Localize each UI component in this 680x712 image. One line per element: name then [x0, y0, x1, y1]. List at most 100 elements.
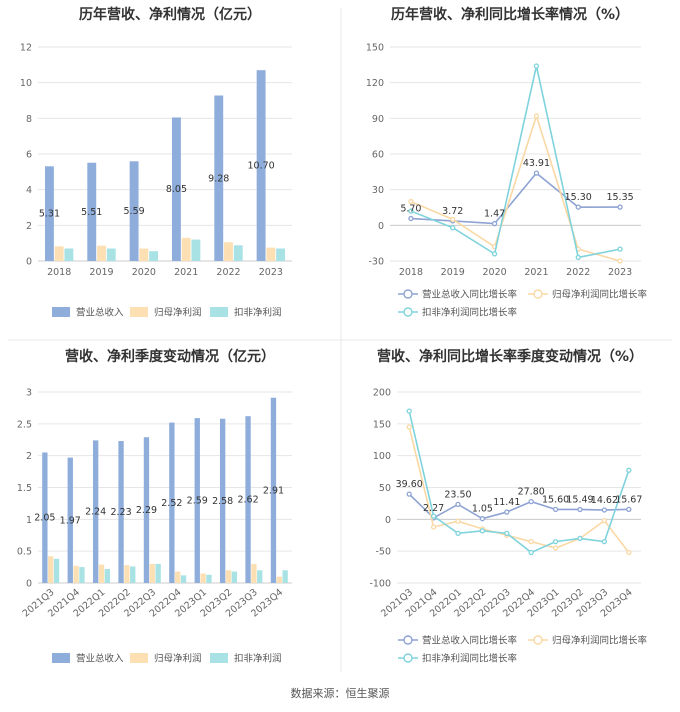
point-2021q4-s1	[430, 524, 437, 530]
legend-item-s2[interactable]: 扣非净利润	[210, 653, 282, 665]
data-label: 15.30	[565, 192, 592, 203]
bar-2018-s1	[54, 246, 64, 261]
y-tick-label: 200	[373, 388, 391, 399]
data-label: 9.28	[208, 173, 229, 184]
bar-2021q4-s0	[67, 457, 73, 583]
point-2023q4-s2	[626, 467, 632, 473]
series-line-s0	[410, 172, 621, 225]
y-tick-label: 4	[26, 185, 32, 196]
x-tick-label: 2021	[174, 267, 198, 278]
legend-item-s2[interactable]: 扣非净利润	[210, 307, 282, 319]
point-2023q4-s1	[626, 549, 632, 556]
data-label: 5.51	[81, 207, 102, 218]
legend-item-s1[interactable]: 归母净利润	[130, 653, 202, 665]
point-2022q1-s0	[455, 501, 461, 508]
point-2022q3-s0	[504, 509, 510, 515]
point-2021-s2	[533, 63, 540, 69]
legend-item-s1[interactable]: 归母净利润同比增长率	[528, 289, 648, 301]
point-2019-s2	[450, 225, 456, 231]
bar-2023q2-s1	[225, 570, 232, 583]
legend-label: 扣非净利润同比增长率	[422, 307, 518, 319]
legend-item-s0[interactable]: 营业总收入同比增长率	[398, 289, 518, 301]
point-2022q4-s2	[528, 549, 534, 556]
legend-marker	[403, 307, 413, 317]
x-tick-label: 2019	[441, 267, 465, 278]
data-label: 11.41	[493, 497, 520, 508]
data-label: 10.70	[247, 161, 274, 172]
point-2023-s1	[617, 258, 623, 264]
point-2023q3-s0	[601, 507, 608, 513]
legend-marker	[533, 289, 543, 299]
chart-title: 历年营收、净利同比增长率情况（%）	[391, 6, 629, 23]
legend-item-s0[interactable]: 营业总收入	[52, 653, 124, 665]
bar-2023q1-s2	[206, 574, 212, 583]
point-2022q4-s1	[528, 538, 534, 545]
bar-2021-s0	[171, 117, 181, 261]
point-2023q1-s1	[552, 545, 559, 551]
data-label: 2.62	[237, 495, 258, 506]
data-label: 5.31	[39, 209, 60, 220]
x-tick-label: 2022	[216, 267, 240, 278]
x-tick-label: 2021	[524, 267, 548, 278]
bar-2022-s1	[224, 242, 233, 261]
quarterly-revenue-profit-chart: 营收、净利季度变动情况（亿元） 00.511.522.532021Q32021Q…	[17, 348, 292, 665]
y-tick-label: 6	[26, 150, 32, 161]
legend-item-s0[interactable]: 营业总收入同比增长率	[398, 635, 518, 647]
legend-label: 营业总收入同比增长率	[422, 635, 518, 647]
point-2022q1-s2	[455, 530, 461, 536]
y-tick-label: 3	[26, 388, 32, 399]
point-2021-s1	[533, 113, 540, 119]
legend-label: 归母净利润	[154, 653, 202, 665]
data-label: 27.80	[518, 487, 545, 498]
y-tick-label: 1.5	[17, 483, 32, 494]
point-2018-s2	[408, 208, 414, 214]
legend-swatch	[52, 653, 70, 663]
point-2020-s2	[491, 251, 498, 257]
y-tick-label: 0	[26, 579, 32, 590]
legend-item-s2[interactable]: 扣非净利润同比增长率	[398, 653, 518, 665]
y-tick-label: 60	[372, 150, 384, 161]
point-2023q4-s0	[626, 506, 632, 513]
legend-label: 归母净利润同比增长率	[552, 289, 648, 301]
y-tick-label: 0.5	[17, 547, 32, 558]
bar-2021-s1	[181, 237, 191, 261]
y-tick-label: 150	[366, 43, 384, 54]
point-2023q2-s2	[577, 535, 583, 542]
data-label: 5.59	[124, 206, 145, 217]
x-tick-label: 2018	[399, 267, 423, 278]
bar-2022q2-s1	[124, 565, 130, 583]
bar-2021q3-s1	[48, 556, 54, 583]
data-label: 14.62	[591, 495, 618, 506]
y-tick-label: 10	[20, 78, 32, 89]
point-2023-s0	[617, 204, 623, 210]
data-label: 2.27	[423, 503, 444, 514]
bar-2022q4-s1	[175, 571, 181, 583]
point-2021q3-s2	[406, 408, 412, 414]
legend-item-s2[interactable]: 扣非净利润同比增长率	[398, 307, 518, 319]
y-tick-label: -50	[375, 547, 391, 558]
data-source: 数据来源：恒生聚源	[291, 686, 390, 700]
data-label: 8.05	[166, 184, 187, 195]
data-label: 1.05	[472, 504, 493, 515]
point-2023q3-s2	[601, 538, 608, 545]
point-2019-s1	[450, 216, 456, 223]
bar-2021-s2	[191, 239, 201, 261]
data-label: 2.05	[34, 513, 55, 524]
bar-2021q3-s0	[42, 452, 48, 583]
legend-item-s1[interactable]: 归母净利润同比增长率	[528, 635, 648, 647]
legend-item-s1[interactable]: 归母净利润	[130, 307, 202, 319]
bar-2023q1-s0	[194, 418, 200, 583]
bar-2022q2-s0	[118, 441, 124, 583]
legend-swatch	[210, 307, 228, 317]
bar-2022q2-s2	[130, 566, 136, 583]
bar-2023-s1	[266, 247, 276, 261]
bar-2023-s0	[256, 70, 266, 261]
legend-item-s0[interactable]: 营业总收入	[52, 307, 124, 319]
y-tick-label: 8	[26, 114, 32, 125]
point-2023q1-s2	[552, 538, 559, 545]
point-2023q1-s0	[552, 506, 559, 513]
y-tick-label: -30	[368, 257, 384, 268]
series-line-s2	[410, 65, 621, 259]
y-tick-label: 12	[20, 43, 32, 54]
legend-label: 扣非净利润同比增长率	[422, 653, 518, 665]
